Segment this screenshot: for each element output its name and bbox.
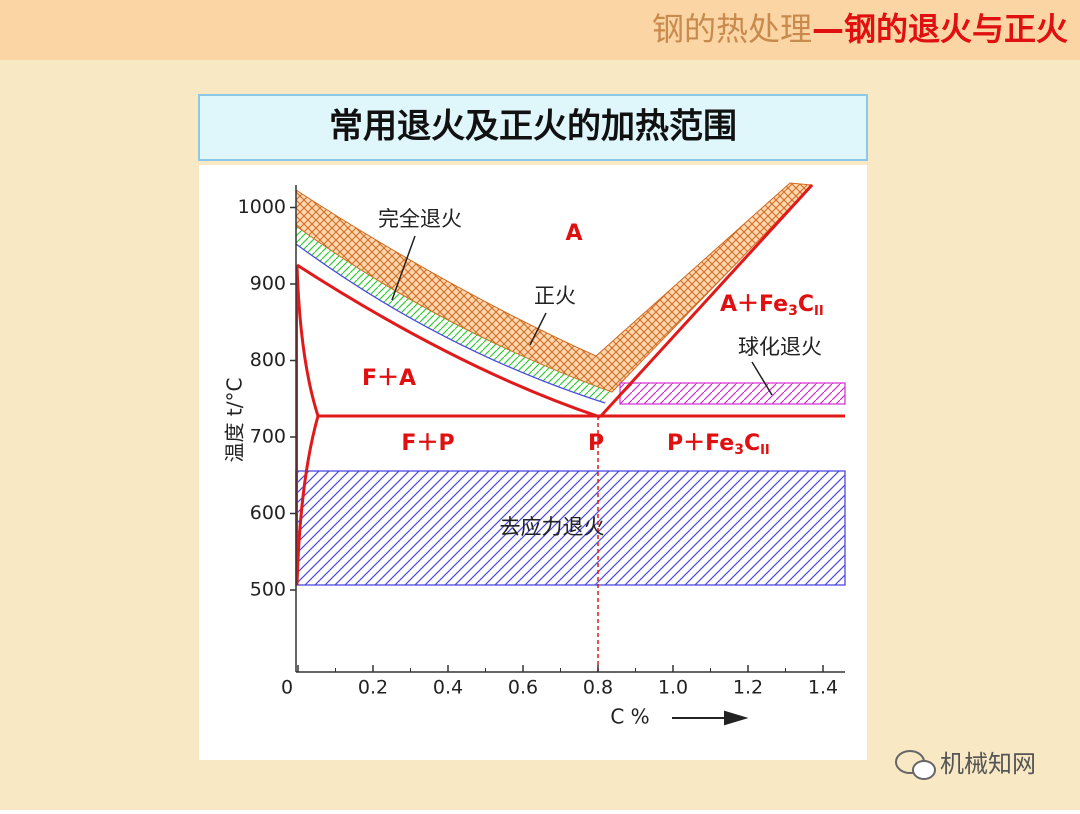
x-arrow — [672, 710, 749, 726]
part: P＋Fe — [667, 431, 734, 456]
x-axis-label: C % — [610, 705, 649, 729]
normalize-region — [296, 226, 612, 403]
process-label: 完全退火 — [378, 207, 462, 231]
process-label: 去应力退火 — [500, 515, 605, 539]
a3-line — [296, 263, 601, 419]
phase-label: A — [565, 221, 582, 246]
normalize-line — [295, 243, 606, 404]
x-tick-label: 0 — [281, 677, 293, 699]
leaders — [391, 235, 773, 396]
phase-label: F＋A — [362, 366, 416, 391]
ticks: 500 600 700 800 900 1000 0 0.2 0.4 0.6 0.8 1.0 1.2 1.… — [238, 196, 838, 699]
spheroidize-region — [619, 382, 846, 405]
watermark-text: 机械知网 — [940, 750, 1036, 778]
phase-label: P — [588, 431, 604, 456]
header-main: 钢的热处理 — [652, 10, 812, 48]
phase-lines — [295, 183, 845, 586]
title-box — [198, 94, 868, 161]
phase-labels: A F＋A F＋P P A＋Fe3CII P＋Fe3CII — [362, 221, 824, 458]
part: 3 — [788, 303, 798, 319]
y-tick-label: 800 — [250, 349, 286, 371]
process-labels: 完全退火 正火 球化退火 去应力退火 — [378, 207, 822, 539]
x-tick-label: 0.8 — [583, 677, 613, 699]
y-tick-label: 900 — [250, 273, 286, 295]
x-tick-label: 1.0 — [658, 677, 688, 699]
watermark: 机械知网 — [895, 750, 1036, 780]
part: C — [744, 431, 760, 456]
acm-line — [598, 183, 814, 419]
header-bar — [0, 0, 1080, 60]
process-label: 球化退火 — [738, 335, 822, 359]
phase-label: P＋Fe3CII — [667, 431, 770, 458]
axes — [295, 185, 845, 673]
x-tick-label: 0.4 — [433, 677, 463, 699]
x-tick-label: 0.2 — [358, 677, 388, 699]
watermark-icon — [912, 760, 936, 780]
part: C — [798, 292, 814, 317]
y-axis-label: 温度 t/°C — [223, 378, 247, 463]
leader — [391, 235, 416, 301]
y-tick-label: 500 — [250, 579, 286, 601]
header-sub: —钢的退火与正火 — [812, 10, 1068, 48]
y-tick-label: 600 — [250, 502, 286, 524]
title: 常用退火及正火的加热范围 — [329, 107, 737, 147]
x-tick-label: 1.4 — [808, 677, 838, 699]
y-tick-label: 1000 — [238, 196, 286, 218]
x-tick-label: 0.6 — [508, 677, 538, 699]
part: II — [760, 443, 770, 458]
part: II — [814, 304, 824, 319]
y-tick-label: 700 — [250, 426, 286, 448]
phase-label: A＋Fe3CII — [720, 292, 824, 319]
diagram-area — [199, 165, 867, 760]
leader — [751, 361, 773, 396]
header: 钢的热处理—钢的退火与正火 — [652, 10, 1068, 48]
part: 3 — [734, 442, 744, 458]
leader — [529, 312, 547, 346]
phase-label: F＋P — [401, 431, 454, 456]
process-label: 正火 — [534, 284, 576, 308]
x-tick-label: 1.2 — [733, 677, 763, 699]
ferrite-line — [295, 264, 320, 586]
stress-relief-region — [295, 470, 846, 586]
part: A＋Fe — [720, 292, 788, 317]
